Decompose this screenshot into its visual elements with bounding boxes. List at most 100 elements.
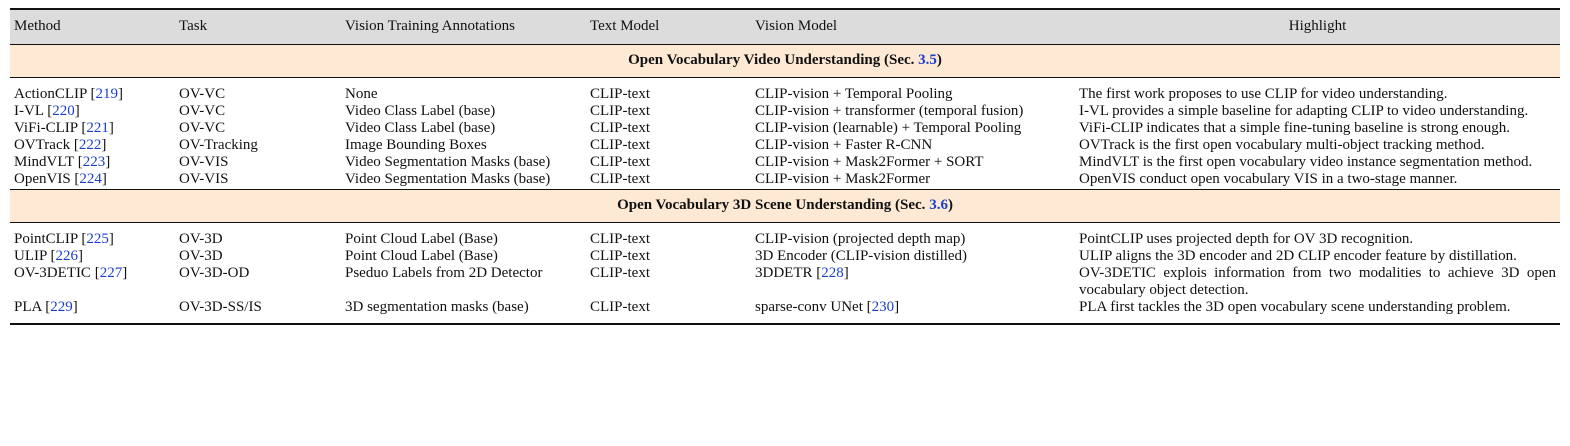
table-top-rule	[10, 8, 1560, 10]
table-row: PointCLIP [225] OV-3D Point Cloud Label (B…	[10, 223, 1560, 249]
table-row: ULIP [226] OV-3D Point Cloud Label (Base) C…	[10, 248, 1560, 265]
header-method: Method	[10, 10, 175, 45]
text-model-cell: CLIP-text	[590, 265, 650, 281]
annotations-cell: Video Class Label (base)	[345, 103, 496, 119]
vision-model-name: CLIP-vision + transformer (temporal fusi…	[755, 103, 1024, 119]
method-name: OpenVIS	[14, 171, 71, 187]
citation-link[interactable]: 227	[99, 265, 123, 281]
table-row: OVTrack [222] OV-Tracking Image Bounding B…	[10, 137, 1560, 154]
highlight-cell: OVTrack is the first open vocabulary mul…	[1079, 137, 1485, 153]
citation-link[interactable]: 225	[86, 231, 109, 247]
method-cell: PointCLIP [225]	[14, 231, 114, 247]
highlight-cell: OV-3DETIC explois information from two m…	[1079, 265, 1556, 298]
table-row: MindVLT [223] OV-VIS Video Segmentation Ma…	[10, 154, 1560, 171]
table-row: I-VL [220] OV-VC Video Class Label (base) C…	[10, 103, 1560, 120]
task-cell: OV-3D	[179, 248, 223, 264]
text-model-cell: CLIP-text	[590, 103, 650, 119]
vision-model-cell: CLIP-vision + Mask2Former + SORT	[751, 154, 1075, 171]
comparison-table: Method Task Vision Training Annotations …	[10, 10, 1560, 317]
text-model-cell: CLIP-text	[590, 137, 650, 153]
highlight-cell: PLA first tackles the 3D open vocabulary…	[1079, 299, 1511, 315]
vision-model-name: CLIP-vision + Temporal Pooling	[755, 86, 953, 102]
annotations-cell: 3D segmentation masks (base)	[345, 299, 529, 315]
annotations-cell: None	[345, 86, 378, 102]
vision-model-name: CLIP-vision (projected depth map)	[755, 231, 966, 247]
text-model-cell: CLIP-text	[590, 171, 650, 187]
citation-link[interactable]: 229	[50, 299, 73, 315]
method-cell: ViFi-CLIP [221]	[14, 120, 114, 136]
comparison-table-container: Method Task Vision Training Annotations …	[10, 8, 1560, 325]
citation-link[interactable]: 221	[86, 120, 109, 136]
method-cell: I-VL [220]	[14, 103, 80, 119]
annotations-cell: Point Cloud Label (Base)	[345, 231, 498, 247]
header-vision-annotations: Vision Training Annotations	[341, 10, 586, 45]
table-row: ActionCLIP [219] OV-VC None CLIP-text CLIP-v…	[10, 78, 1560, 104]
citation-link[interactable]: 220	[52, 103, 75, 119]
vision-model-cell: CLIP-vision + Temporal Pooling	[751, 78, 1075, 104]
highlight-cell: ULIP aligns the 3D encoder and 2D CLIP e…	[1079, 248, 1517, 264]
section-ref-link[interactable]: 3.5	[918, 52, 937, 68]
method-cell: OpenVIS [224]	[14, 171, 107, 187]
annotations-cell: Video Segmentation Masks (base)	[345, 154, 551, 170]
method-cell: OVTrack [222]	[14, 137, 107, 153]
vision-model-name: CLIP-vision + Mask2Former + SORT	[755, 154, 984, 170]
section-header-row: Open Vocabulary Video Understanding (Sec…	[10, 44, 1560, 78]
header-vision-model: Vision Model	[751, 10, 1075, 45]
table-bottom-rule	[10, 323, 1560, 325]
text-model-cell: CLIP-text	[590, 299, 650, 315]
vision-model-cell: 3DDETR [228]	[755, 265, 849, 281]
method-cell: PLA [229]	[14, 299, 78, 315]
citation-link[interactable]: 222	[78, 137, 102, 153]
citation-link[interactable]: 230	[871, 299, 895, 315]
method-cell: ActionCLIP [219]	[14, 86, 124, 102]
annotations-cell: Point Cloud Label (Base)	[345, 248, 498, 264]
method-name: ActionCLIP	[14, 86, 87, 102]
method-name: PointCLIP	[14, 231, 78, 247]
method-name: MindVLT	[14, 154, 75, 170]
method-name: ViFi-CLIP	[14, 120, 78, 136]
vision-model-cell: CLIP-vision (projected depth map)	[751, 223, 1075, 249]
header-highlight: Highlight	[1075, 10, 1560, 45]
section-header-row: Open Vocabulary 3D Scene Understanding (…	[10, 189, 1560, 223]
task-cell: OV-VIS	[179, 171, 229, 187]
vision-model-name: sparse-conv UNet	[755, 299, 863, 315]
text-model-cell: CLIP-text	[590, 231, 650, 247]
vision-model-name: CLIP-vision + Faster R-CNN	[755, 137, 933, 153]
header-text-model: Text Model	[586, 10, 751, 45]
header-row: Method Task Vision Training Annotations …	[10, 10, 1560, 45]
section-title-suffix: )	[936, 52, 942, 68]
method-name: OV-3DETIC	[14, 265, 91, 281]
vision-model-cell: CLIP-vision + Mask2Former	[751, 171, 1075, 190]
annotations-cell: Video Class Label (base)	[345, 120, 496, 136]
vision-model-name: 3D Encoder (CLIP-vision distilled)	[755, 248, 968, 264]
text-model-cell: CLIP-text	[590, 120, 650, 136]
citation-link[interactable]: 219	[95, 86, 119, 102]
citation-link[interactable]: 226	[55, 248, 79, 264]
task-cell: OV-VC	[179, 120, 226, 136]
annotations-cell: Image Bounding Boxes	[345, 137, 487, 153]
section-title-suffix: )	[947, 197, 953, 213]
section-title-text: Open Vocabulary Video Understanding (Sec…	[628, 52, 919, 68]
text-model-cell: CLIP-text	[590, 154, 650, 170]
method-name: ULIP	[14, 248, 47, 264]
section-title-text: Open Vocabulary 3D Scene Understanding (…	[617, 197, 930, 213]
table-body: Open Vocabulary Video Understanding (Sec…	[10, 44, 1560, 318]
highlight-cell: OpenVIS conduct open vocabulary VIS in a…	[1079, 171, 1458, 187]
task-cell: OV-Tracking	[179, 137, 258, 153]
text-model-cell: CLIP-text	[590, 248, 650, 264]
highlight-cell: The first work proposes to use CLIP for …	[1079, 86, 1448, 102]
citation-link[interactable]: 223	[82, 154, 106, 170]
header-task: Task	[175, 10, 341, 45]
method-name: I-VL	[14, 103, 44, 119]
table-row: OpenVIS [224] OV-VIS Video Segmentation Ma…	[10, 171, 1560, 190]
citation-link[interactable]: 224	[79, 171, 102, 187]
vision-model-cell: CLIP-vision (learnable) + Temporal Pooli…	[751, 120, 1075, 137]
task-cell: OV-VC	[179, 86, 226, 102]
highlight-cell: ViFi-CLIP indicates that a simple fine-t…	[1079, 120, 1510, 136]
text-model-cell: CLIP-text	[590, 86, 650, 102]
vision-model-cell: 3D Encoder (CLIP-vision distilled)	[751, 248, 1075, 265]
section-ref-link[interactable]: 3.6	[929, 197, 948, 213]
citation-link[interactable]: 228	[821, 265, 844, 281]
highlight-cell: PointCLIP uses projected depth for OV 3D…	[1079, 231, 1414, 247]
task-cell: OV-3D-SS/IS	[179, 299, 262, 315]
